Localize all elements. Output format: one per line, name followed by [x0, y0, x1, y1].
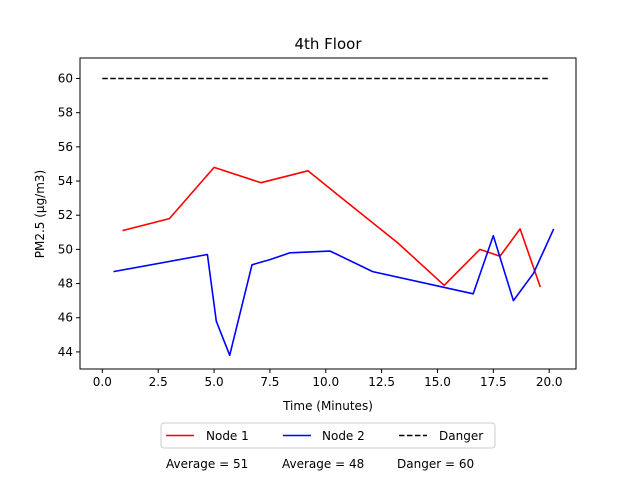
x-tick-label: 17.5 [480, 375, 507, 389]
legend-label-node1: Node 1 [206, 429, 249, 443]
y-tick-label: 44 [58, 345, 73, 359]
plot-series [102, 77, 555, 357]
y-tick-label: 50 [58, 242, 73, 256]
summary-node1-average: Average = 51 [166, 457, 248, 471]
y-axis-label: PM2.5 (µg/m3) [33, 170, 47, 258]
y-tick-label: 48 [58, 277, 73, 291]
y-tick-label: 54 [58, 174, 73, 188]
legend-label-danger: Danger [439, 429, 483, 443]
x-tick-label: 5.0 [205, 375, 224, 389]
series-line-node-2 [113, 228, 555, 357]
y-tick-label: 56 [58, 140, 73, 154]
x-axis-label: Time (Minutes) [282, 399, 373, 413]
summary-node2-average: Average = 48 [282, 457, 364, 471]
legend-box [160, 422, 496, 449]
summary-danger-level: Danger = 60 [397, 457, 474, 471]
series-line-node-1 [122, 166, 542, 288]
x-tick-label: 2.5 [149, 375, 168, 389]
x-tick-label: 10.0 [312, 375, 339, 389]
x-tick-label: 15.0 [424, 375, 451, 389]
plot-frame [79, 57, 577, 370]
x-tick-label: 20.0 [536, 375, 563, 389]
x-tick-label: 12.5 [368, 375, 395, 389]
y-tick-label: 58 [58, 106, 73, 120]
legend: Node 1 Node 2 Danger [160, 422, 496, 449]
x-tick-label: 0.0 [93, 375, 112, 389]
chart-title: 4th Floor [294, 35, 362, 53]
y-tick-label: 60 [58, 72, 73, 86]
legend-label-node2: Node 2 [322, 429, 365, 443]
x-axis-ticks: 0.0 2.5 5.0 7.5 10.0 12.5 15.0 17.5 20.0 [93, 369, 563, 389]
y-tick-label: 46 [58, 311, 73, 325]
x-tick-label: 7.5 [260, 375, 279, 389]
y-axis-ticks: 44 46 48 50 52 54 56 58 60 [58, 72, 80, 359]
y-tick-label: 52 [58, 208, 73, 222]
